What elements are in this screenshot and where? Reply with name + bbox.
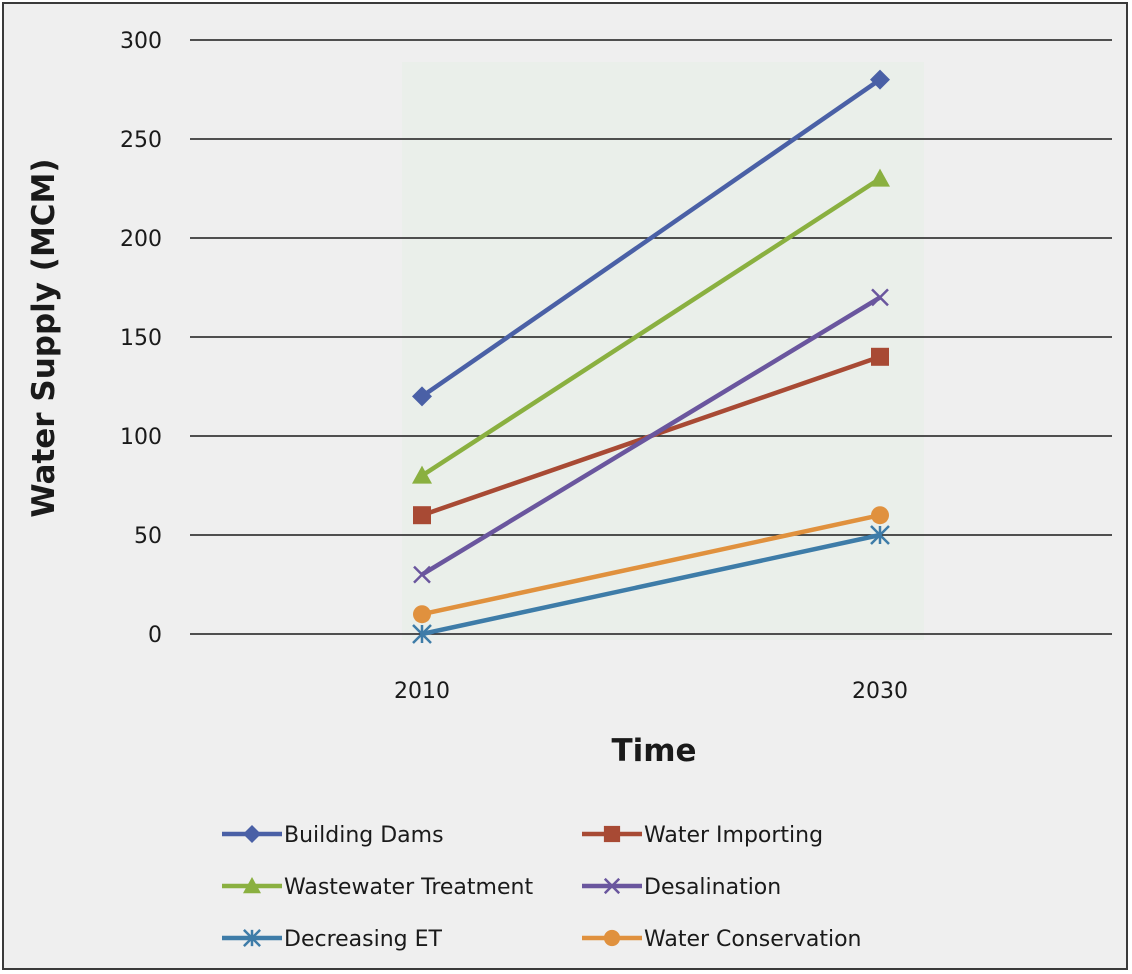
x-tick-label: 2010 xyxy=(394,679,450,704)
legend-item: Water Conservation xyxy=(582,927,861,952)
legend-marker xyxy=(603,825,621,843)
data-point-marker xyxy=(412,465,432,484)
series-lines xyxy=(420,77,882,637)
plot-background-tint xyxy=(402,62,924,640)
line-chart: 0 50 100 150 200 250 300 2010 2030 Water Supply… xyxy=(26,29,1112,952)
legend-label: Wastewater Treatment xyxy=(284,875,533,900)
data-point-marker xyxy=(413,605,431,624)
y-tick-label: 100 xyxy=(120,425,162,450)
legend-marker xyxy=(603,929,621,947)
legend-label: Decreasing ET xyxy=(284,927,443,952)
legend-label: Desalination xyxy=(644,875,781,900)
y-tick-label: 0 xyxy=(148,623,162,648)
data-point-marker xyxy=(412,624,432,644)
legend-label: Water Conservation xyxy=(644,927,861,952)
y-tick-label: 300 xyxy=(120,29,162,54)
legend-item: Wastewater Treatment xyxy=(222,875,533,900)
x-tick-labels: 2010 2030 xyxy=(394,679,908,704)
legend-label: Building Dams xyxy=(284,823,444,848)
data-point-marker xyxy=(870,168,890,187)
legend-marker xyxy=(603,877,621,895)
legend-marker xyxy=(243,929,261,947)
legend-item: Decreasing ET xyxy=(222,927,443,952)
legend-item: Desalination xyxy=(582,875,781,900)
y-tick-label: 150 xyxy=(120,326,162,351)
data-point-marker xyxy=(871,506,889,525)
data-point-marker xyxy=(870,69,890,90)
data-point-marker xyxy=(413,565,431,584)
series-markers xyxy=(412,69,890,644)
data-point-marker xyxy=(870,525,890,545)
legend-item: Water Importing xyxy=(582,823,823,848)
data-point-marker xyxy=(412,386,432,407)
legend-label: Water Importing xyxy=(644,823,823,848)
series-line-water-conservation xyxy=(421,513,881,617)
y-tick-labels: 0 50 100 150 200 250 300 xyxy=(120,29,162,648)
series-line-decreasing-et xyxy=(421,532,881,637)
x-axis-title: Time xyxy=(611,733,696,769)
series-line-wastewater-treatment xyxy=(420,176,882,478)
data-point-marker xyxy=(871,288,889,307)
data-point-marker xyxy=(413,506,431,525)
legend: Building Dams Water Importing Wastewater T… xyxy=(222,823,861,952)
legend-marker xyxy=(243,877,261,894)
series-line-building-dams xyxy=(420,77,882,399)
y-axis-title: Water Supply (MCM) xyxy=(26,158,62,517)
y-tick-label: 50 xyxy=(134,524,162,549)
legend-item: Building Dams xyxy=(222,823,444,848)
x-tick-label: 2030 xyxy=(852,679,908,704)
data-point-marker xyxy=(871,347,889,366)
y-tick-label: 250 xyxy=(120,128,162,153)
legend-marker xyxy=(243,825,261,843)
series-line-desalination xyxy=(420,295,882,577)
y-tick-label: 200 xyxy=(120,227,162,252)
